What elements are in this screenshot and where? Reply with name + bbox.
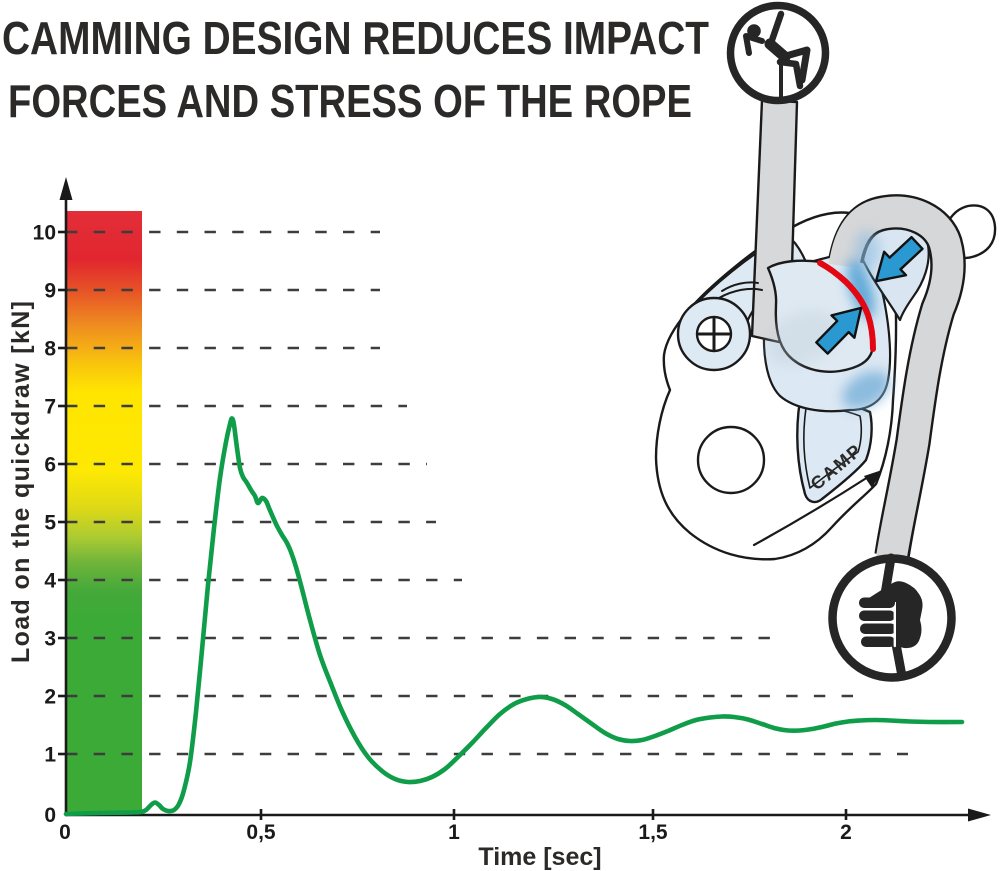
svg-text:0: 0 [59,821,71,844]
svg-text:1: 1 [448,821,460,844]
svg-text:CAMMING DESIGN REDUCES IMPACT: CAMMING DESIGN REDUCES IMPACT [2,12,709,64]
svg-text:7: 7 [44,396,56,419]
svg-text:3: 3 [44,628,56,651]
svg-text:5: 5 [44,512,56,535]
svg-text:10: 10 [33,222,56,245]
svg-text:1,5: 1,5 [638,821,668,844]
svg-text:FORCES AND STRESS OF THE ROPE: FORCES AND STRESS OF THE ROPE [8,75,692,127]
svg-text:2: 2 [840,821,852,844]
svg-text:9: 9 [44,280,56,303]
svg-text:8: 8 [44,338,56,361]
svg-text:0: 0 [44,804,56,827]
svg-text:6: 6 [44,454,56,477]
svg-text:2: 2 [44,686,56,709]
svg-text:Load on the quickdraw [kN]: Load on the quickdraw [kN] [7,301,35,663]
svg-text:4: 4 [44,570,56,593]
svg-text:Time [sec]: Time [sec] [478,843,601,871]
svg-text:0,5: 0,5 [246,821,276,844]
svg-text:1: 1 [44,744,56,767]
